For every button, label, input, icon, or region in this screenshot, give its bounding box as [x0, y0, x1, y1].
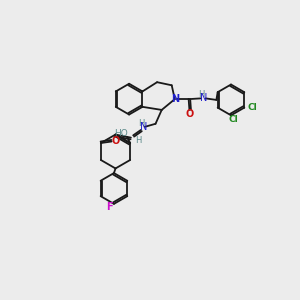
Text: H: H: [135, 136, 142, 145]
Text: H: H: [139, 119, 145, 128]
Text: H: H: [199, 90, 205, 99]
Text: N: N: [140, 122, 147, 132]
Text: N: N: [200, 93, 208, 103]
Text: N: N: [172, 94, 180, 104]
Text: O: O: [111, 136, 120, 146]
Text: Cl: Cl: [247, 103, 257, 112]
Text: HO: HO: [114, 129, 128, 138]
Text: O: O: [185, 109, 194, 119]
Text: F: F: [106, 202, 112, 212]
Text: Cl: Cl: [228, 115, 238, 124]
